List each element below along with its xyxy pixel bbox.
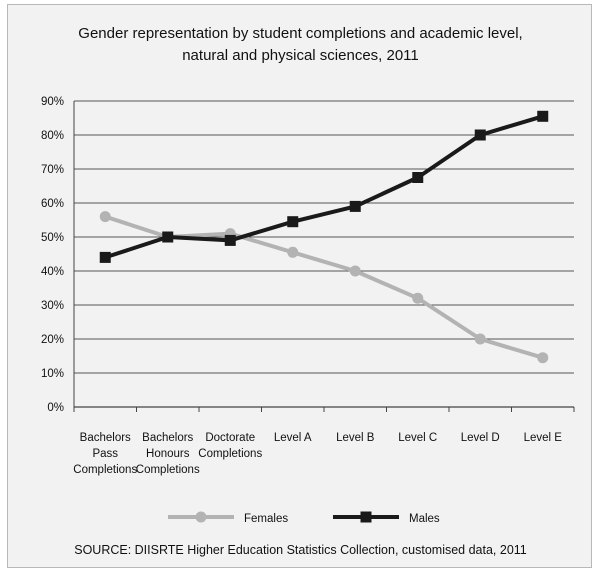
females-point bbox=[474, 333, 486, 345]
males-point bbox=[162, 231, 174, 243]
females-point bbox=[537, 352, 549, 364]
series bbox=[99, 110, 549, 364]
line-chart: 0% 10% 20% 30% 40% 50% 60% 70% 80% 90% Bachelors P… bbox=[41, 96, 575, 525]
females-point bbox=[412, 292, 424, 304]
x-tick-label: Level C bbox=[398, 432, 437, 444]
males-point bbox=[224, 234, 236, 246]
y-tick-label: 80% bbox=[41, 130, 64, 142]
chart-title-line-2: natural and physical sciences, 2011 bbox=[182, 47, 419, 64]
y-tick-label: 60% bbox=[41, 198, 64, 210]
females-point bbox=[349, 265, 361, 277]
x-tick-label: Bachelors Honours Completions bbox=[136, 432, 200, 476]
y-tick-label: 10% bbox=[41, 368, 64, 380]
x-tick-label: Level E bbox=[524, 432, 563, 444]
y-tick-label: 30% bbox=[41, 300, 64, 312]
source-note: SOURCE: DIISRTE Higher Education Statist… bbox=[74, 543, 527, 557]
y-tick-label: 50% bbox=[41, 232, 64, 244]
males-point bbox=[537, 110, 549, 122]
y-tick-label: 90% bbox=[41, 96, 64, 108]
y-axis: 0% 10% 20% 30% 40% 50% 60% 70% 80% 90% bbox=[41, 96, 64, 414]
females-point bbox=[287, 246, 299, 258]
chart-title: Gender representation by student complet… bbox=[8, 23, 593, 67]
chart-title-line-1: Gender representation by student complet… bbox=[78, 25, 523, 42]
legend-females-marker bbox=[195, 511, 207, 523]
males-line bbox=[104, 114, 544, 260]
x-tick-label: Level D bbox=[461, 432, 500, 444]
males-point bbox=[412, 172, 424, 183]
females-point bbox=[99, 211, 111, 223]
males-point bbox=[474, 129, 486, 141]
y-tick-label: 40% bbox=[41, 266, 64, 278]
x-tick-label: Bachelors Pass Completions bbox=[73, 432, 137, 476]
chart-frame: Gender representation by student complet… bbox=[7, 4, 592, 568]
males-point bbox=[349, 200, 361, 212]
y-tick-label: 0% bbox=[47, 402, 64, 414]
males-point bbox=[287, 216, 299, 228]
y-tick-label: 70% bbox=[41, 164, 64, 176]
gridlines bbox=[73, 100, 574, 408]
males-point bbox=[99, 251, 111, 263]
legend: Females Males bbox=[168, 511, 440, 525]
x-tick-label: Level A bbox=[274, 432, 312, 444]
x-tick-label: Level B bbox=[336, 432, 375, 444]
y-tick-label: 20% bbox=[41, 334, 64, 346]
x-tick-label: Doctorate Completions bbox=[198, 432, 262, 460]
legend-females-label: Females bbox=[244, 513, 288, 525]
legend-males-marker bbox=[360, 511, 372, 523]
legend-males-label: Males bbox=[409, 513, 440, 525]
